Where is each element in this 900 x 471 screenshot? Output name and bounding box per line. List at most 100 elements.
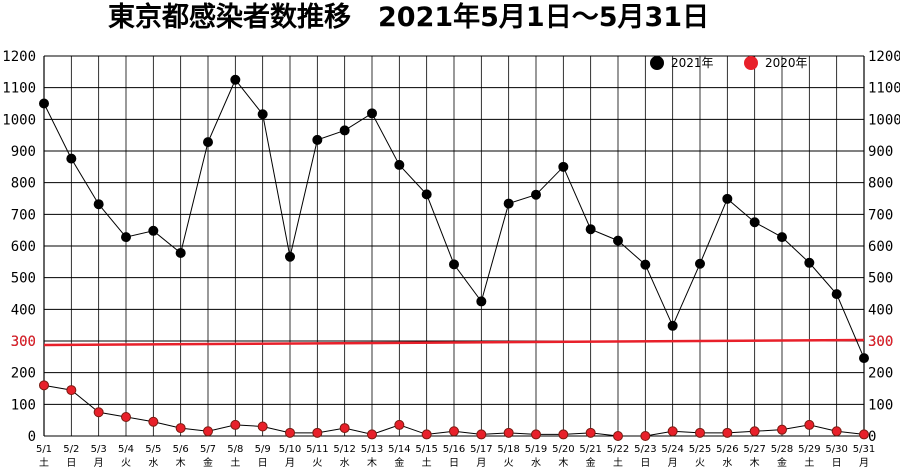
data-point [831,426,842,437]
x-weekday-label: 水 [722,457,732,469]
y-tick-label-right: 1000 [868,112,900,128]
x-weekday-label: 水 [148,457,158,469]
data-point [66,385,77,396]
data-point [476,296,487,307]
data-point [421,189,432,200]
legend: 2021年 2020年 [650,56,808,70]
x-weekday-label: 土 [230,456,240,469]
reference-line-group: 300 300 [11,334,894,350]
x-tick-label: 5/4 [118,444,134,455]
reference-label-left: 300 [11,334,36,350]
x-tick-label: 5/27 [743,444,765,455]
y-axis-right: 0 100 200 300 400 500 600 700 800 900 1000 1100 1200 [868,49,900,445]
data-point [93,407,104,418]
x-tick-label: 5/12 [333,444,355,455]
y-tick-label-right: 100 [868,397,893,413]
y-tick-label-right: 500 [868,271,893,287]
x-weekday-label: 木 [558,457,568,469]
legend-marker-2021 [650,56,664,70]
x-tick-label: 5/30 [825,444,847,455]
data-point [312,134,323,145]
grid [43,55,865,437]
x-tick-label: 5/1 [36,444,52,455]
x-tick-label: 5/18 [497,444,519,455]
x-weekday-label: 火 [312,457,322,469]
y-tick-label-right: 0 [868,429,876,445]
data-point [749,217,760,228]
y-tick-label-left: 300 [11,334,36,350]
x-tick-label: 5/19 [525,444,547,455]
x-tick-label: 5/2 [63,444,79,455]
data-point [804,257,815,268]
data-point [312,427,323,438]
x-tick-label: 5/26 [716,444,738,455]
data-point [613,431,623,441]
y-tick-label-right: 200 [868,366,893,382]
y-axis-left: 0 100 200 300 400 500 600 700 800 900 1000 1100 1200 [2,49,36,445]
data-point [148,225,159,236]
data-point [476,429,487,440]
data-point [558,161,569,172]
y-tick-label-left: 500 [11,271,36,287]
reference-line [43,338,865,347]
y-tick-label-right: 900 [868,144,893,160]
x-tick-label: 5/31 [853,444,875,455]
x-tick-label: 5/11 [306,444,328,455]
x-weekday-label: 金 [777,456,787,469]
x-weekday-label: 水 [340,457,350,469]
x-weekday-label: 月 [94,457,104,469]
y-tick-label-right: 700 [868,207,893,223]
data-point [121,232,131,243]
y-tick-label-right: 1200 [868,49,900,65]
data-point [39,98,49,109]
x-weekday-label: 金 [203,456,213,469]
chart-title: 東京都感染者数推移 2021年5月1日～5月31日 [108,1,709,33]
x-weekday-label: 日 [449,458,459,469]
y-tick-label-left: 0 [28,429,36,445]
x-weekday-label: 木 [367,457,377,469]
data-point [449,259,459,270]
y-tick-label-left: 400 [11,302,36,318]
data-point [503,427,514,438]
x-tick-label: 5/22 [607,444,629,455]
x-tick-label: 5/16 [443,444,465,455]
y-tick-label-right: 800 [868,176,893,192]
data-point [722,427,733,438]
x-weekday-label: 火 [695,457,705,469]
y-tick-label-right: 600 [868,239,893,255]
x-weekday-label: 月 [859,457,869,469]
data-point [394,159,405,170]
x-tick-label: 5/8 [227,444,243,455]
data-point [39,380,49,391]
x-tick-label: 5/13 [361,444,383,455]
data-point [93,199,104,210]
y-tick-label-right: 400 [868,302,893,318]
x-weekday-label: 土 [804,456,814,469]
x-tick-label: 5/25 [689,444,711,455]
data-point [640,431,651,441]
x-weekday-label: 土 [613,456,623,469]
y-tick-label-left: 800 [11,176,36,192]
data-point [585,427,596,438]
data-point [339,125,350,136]
x-tick-label: 5/15 [415,444,437,455]
x-tick-label: 5/21 [579,444,601,455]
y-tick-label-left: 1000 [2,112,36,128]
reference-label-right: 300 [868,334,893,350]
x-weekday-label: 月 [285,457,295,469]
x-tick-label: 5/17 [470,444,492,455]
data-point [121,412,131,422]
x-weekday-label: 金 [394,456,404,469]
y-tick-label-left: 600 [11,239,36,255]
y-tick-label-right: 300 [868,334,893,350]
data-point [695,427,705,438]
x-weekday-label: 月 [476,457,486,469]
x-weekday-label: 水 [531,457,541,469]
data-point [859,353,869,364]
y-tick-label-left: 1200 [2,49,36,65]
x-tick-label: 5/10 [279,444,301,455]
data-point [613,235,623,246]
data-point [285,251,295,262]
legend-marker-2020 [744,56,758,70]
